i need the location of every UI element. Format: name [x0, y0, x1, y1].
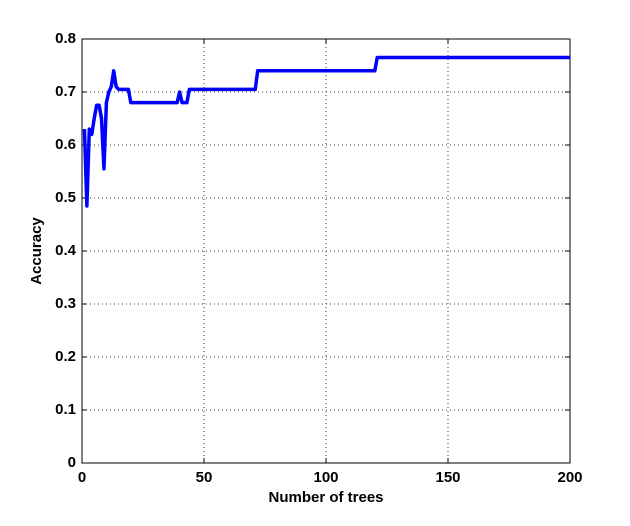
- x-tick-label: 0: [78, 469, 86, 486]
- y-tick-label: 0.3: [55, 295, 76, 312]
- x-tick-label: 200: [557, 469, 582, 486]
- x-tick-label: 150: [435, 469, 460, 486]
- y-tick-label: 0.2: [55, 348, 76, 365]
- x-tick-label: 50: [196, 469, 213, 486]
- y-tick-label: 0.7: [55, 83, 76, 100]
- y-tick-label: 0.4: [55, 242, 77, 259]
- y-tick-label: 0.5: [55, 189, 76, 206]
- axes-box: [81, 38, 571, 464]
- y-tick-label: 0.6: [55, 136, 76, 153]
- x-axis-label: Number of trees: [268, 489, 383, 506]
- y-axis-label: Accuracy: [28, 217, 45, 285]
- y-tick-label: 0: [68, 454, 76, 471]
- data-line: [82, 55, 570, 208]
- y-tick-label: 0.8: [55, 30, 76, 47]
- x-tick-label: 100: [313, 469, 338, 486]
- y-tick-label: 0.1: [55, 401, 76, 418]
